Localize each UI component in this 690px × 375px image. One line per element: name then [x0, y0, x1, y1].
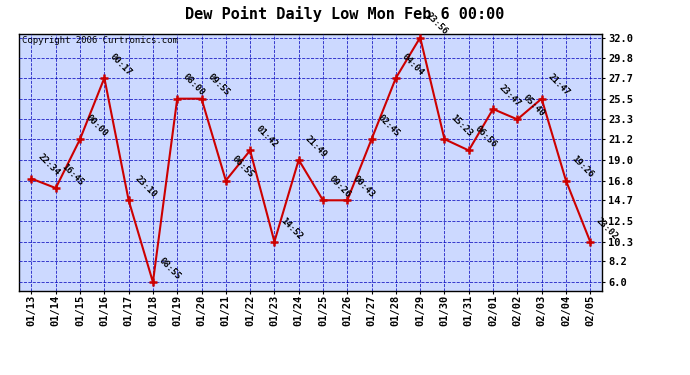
Text: 01:42: 01:42	[255, 124, 279, 150]
Text: 15:23: 15:23	[448, 113, 474, 138]
Text: Copyright 2006 Curtronics.com: Copyright 2006 Curtronics.com	[22, 36, 178, 45]
Text: 06:56: 06:56	[473, 124, 498, 150]
Text: 23:47: 23:47	[497, 83, 522, 108]
Text: 09:26: 09:26	[327, 174, 353, 200]
Text: 00:17: 00:17	[108, 52, 134, 77]
Text: 16:45: 16:45	[60, 162, 86, 187]
Text: Dew Point Daily Low Mon Feb 6 00:00: Dew Point Daily Low Mon Feb 6 00:00	[186, 6, 504, 22]
Text: 22:34: 22:34	[36, 153, 61, 178]
Text: 02:45: 02:45	[376, 113, 401, 138]
Text: 08:00: 08:00	[181, 72, 207, 98]
Text: 23:02: 23:02	[594, 216, 620, 241]
Text: 19:26: 19:26	[570, 154, 595, 180]
Text: 08:55: 08:55	[157, 256, 182, 281]
Text: 23:56: 23:56	[424, 11, 450, 37]
Text: 21:49: 21:49	[303, 134, 328, 159]
Text: 14:52: 14:52	[279, 216, 304, 241]
Text: 21:47: 21:47	[546, 72, 571, 98]
Text: 04:04: 04:04	[400, 52, 426, 77]
Text: 00:00: 00:00	[84, 113, 110, 138]
Text: 00:43: 00:43	[351, 174, 377, 200]
Text: 23:10: 23:10	[132, 174, 158, 200]
Text: 06:55: 06:55	[230, 154, 255, 180]
Text: 05:40: 05:40	[522, 93, 547, 118]
Text: 09:55: 09:55	[206, 72, 231, 98]
